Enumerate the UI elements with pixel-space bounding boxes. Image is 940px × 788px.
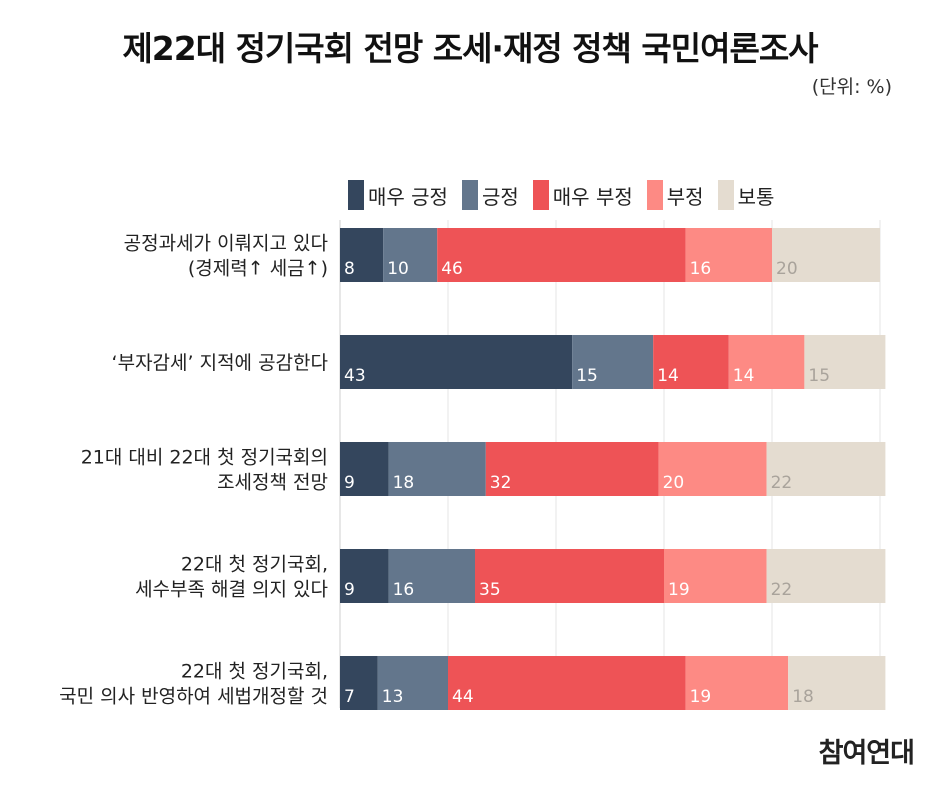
legend-item-very-negative: 매우 부정 [532,180,633,210]
bar-segment [766,442,886,496]
bar-segment [388,442,486,496]
data-label: 18 [792,687,814,707]
bar-segment [388,549,475,603]
legend-label: 긍정 [481,184,519,209]
bar-segment [766,549,886,603]
unit-label: (단위: %) [811,76,892,98]
category-label: 21대 대비 22대 첫 정기국회의 [81,447,328,469]
data-label: 7 [344,687,355,707]
bar-segment [475,549,664,603]
data-label: 16 [393,580,415,600]
data-label: 20 [663,473,685,493]
data-label: 19 [690,687,712,707]
category-label: (경제력↑ 세금↑) [188,258,328,280]
category-label: 세수부족 해결 의지 있다 [135,579,328,601]
data-label: 32 [490,473,512,493]
bar-segment [383,228,438,282]
category-label: 국민 의사 반영하여 세법개정할 것 [59,686,328,708]
legend-label: 보통 [737,184,775,209]
legend-label: 매우 긍정 [368,184,448,209]
category-label: 22대 첫 정기국회, [181,661,328,683]
bar-segment [572,335,654,389]
data-label: 10 [387,259,409,279]
data-label: 16 [690,259,712,279]
data-label: 22 [771,580,793,600]
legend-swatch [717,180,734,210]
bar-segment [448,656,686,710]
category-label: ‘부자감세’ 지적에 공감한다 [112,352,328,374]
legend-item-positive: 긍정 [461,180,519,210]
bar-segment [437,228,686,282]
legend: 매우 긍정 긍정 매우 부정 부정 보통 [348,180,788,210]
category-label: 22대 첫 정기국회, [181,554,328,576]
data-label: 9 [344,473,355,493]
data-label: 14 [657,366,679,386]
legend-label: 매우 부정 [552,184,633,209]
legend-item-negative: 부정 [646,180,704,210]
category-label: 공정과세가 이뤄지고 있다 [124,233,328,255]
bar-segment [485,442,659,496]
bar-segment [377,656,448,710]
legend-item-very-positive: 매우 긍정 [348,180,448,210]
bar-segment [340,228,384,282]
data-label: 14 [733,366,755,386]
bar-segment [804,335,886,389]
data-label: 8 [344,259,355,279]
bar-segment [788,656,886,710]
bar-segment [340,335,573,389]
data-label: 19 [668,580,690,600]
bar-segment [728,335,805,389]
data-label: 15 [576,366,598,386]
legend-swatch [532,180,549,210]
data-label: 35 [479,580,501,600]
data-label: 9 [344,580,355,600]
data-label: 44 [452,687,474,707]
data-label: 43 [344,366,366,386]
category-label: 조세정책 전망 [217,472,328,494]
bar-segment [340,656,378,710]
legend-swatch [646,180,663,210]
bar-segment [664,549,767,603]
chart-title: 제22대 정기국회 전망 조세·재정 정책 국민여론조사 [122,29,818,68]
bar-segment [340,549,389,603]
legend-swatch [348,180,364,210]
brand-logo: 참여연대 [818,738,915,769]
data-label: 20 [776,259,798,279]
bar-segment [772,228,880,282]
bar-segment [685,656,789,710]
legend-swatch [461,180,478,210]
data-label: 15 [808,366,830,386]
data-label: 46 [441,259,463,279]
data-label: 13 [382,687,404,707]
bar-segment [653,335,729,389]
legend-item-neutral: 보통 [717,180,775,210]
data-label: 22 [771,473,793,493]
bar-segment [658,442,767,496]
bar-segment [340,442,389,496]
bar-segment [685,228,772,282]
legend-label: 부정 [666,184,704,209]
data-label: 18 [393,473,415,493]
